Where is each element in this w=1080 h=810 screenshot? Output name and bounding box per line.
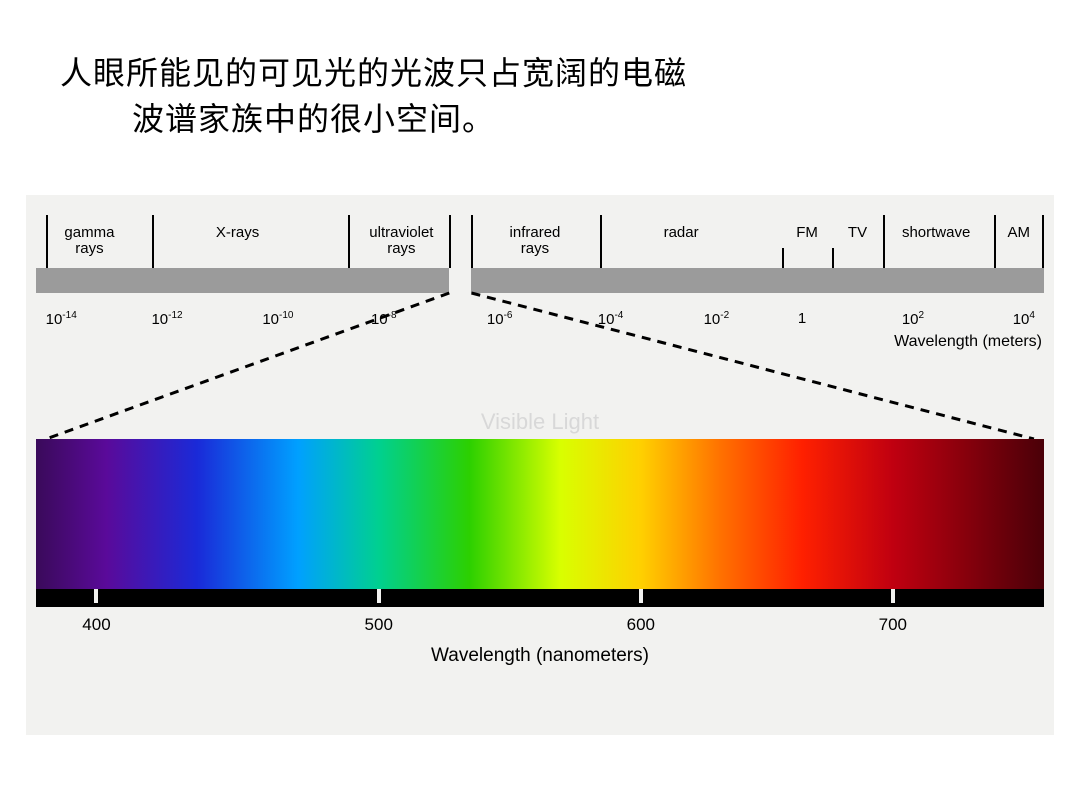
visible-scale-value: 700 <box>879 615 907 635</box>
visible-scale-value: 600 <box>627 615 655 635</box>
visible-scale-value: 500 <box>365 615 393 635</box>
title-line-2: 波谱家族中的很小空间。 <box>60 96 687 142</box>
visible-wavelength-scale: 400 500 600 700 <box>36 615 1044 639</box>
visible-axis-bar <box>36 589 1044 607</box>
visible-axis-label: Wavelength (nanometers) <box>26 645 1054 667</box>
visible-tick <box>377 589 381 603</box>
visible-gradient <box>36 439 1044 589</box>
slide-title: 人眼所能见的可见光的光波只占宽阔的电磁 波谱家族中的很小空间。 <box>60 50 687 143</box>
diagram-panel: gamma raysX-raysultraviolet raysinfrared… <box>26 195 1054 735</box>
title-line-1: 人眼所能见的可见光的光波只占宽阔的电磁 <box>60 50 687 96</box>
visible-scale-value: 400 <box>82 615 110 635</box>
slide: 人眼所能见的可见光的光波只占宽阔的电磁 波谱家族中的很小空间。 gamma ra… <box>0 0 1080 810</box>
visible-light-title: Visible Light <box>26 409 1054 435</box>
visible-tick <box>94 589 98 603</box>
visible-tick <box>891 589 895 603</box>
visible-spectrum-block <box>36 439 1044 589</box>
visible-tick <box>639 589 643 603</box>
